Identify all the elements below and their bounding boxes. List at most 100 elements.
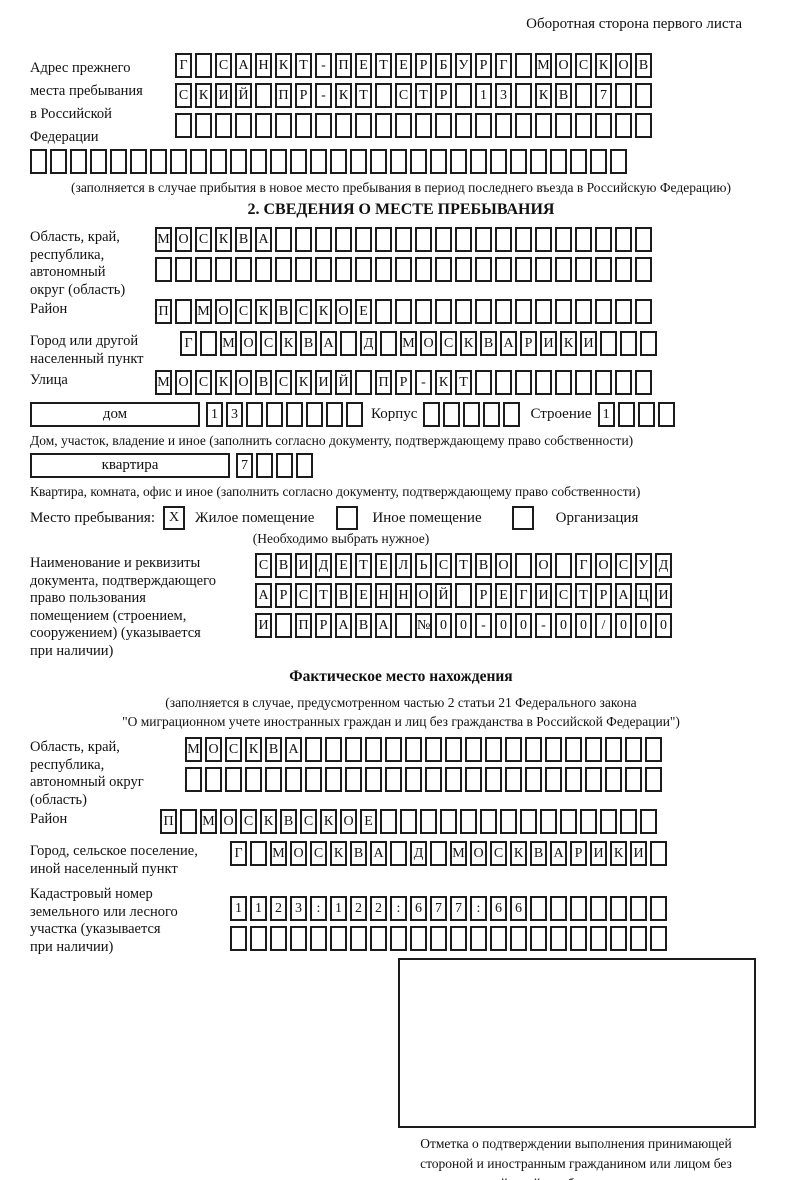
char-cell[interactable] bbox=[410, 149, 427, 174]
char-cell[interactable]: 0 bbox=[555, 613, 572, 638]
char-cell[interactable]: Р bbox=[275, 583, 292, 608]
char-cell[interactable] bbox=[250, 149, 267, 174]
char-cell[interactable]: Н bbox=[255, 53, 272, 78]
char-cell[interactable]: С bbox=[295, 299, 312, 324]
char-cell[interactable] bbox=[235, 257, 252, 282]
char-cell[interactable]: К bbox=[215, 227, 232, 252]
char-cell[interactable] bbox=[635, 227, 652, 252]
char-cell[interactable]: Д bbox=[655, 553, 672, 578]
char-cell[interactable]: 1 bbox=[475, 83, 492, 108]
char-cell[interactable]: В bbox=[355, 613, 372, 638]
char-cell[interactable]: 6 bbox=[510, 896, 527, 921]
char-cell[interactable]: - bbox=[315, 53, 332, 78]
char-cell[interactable]: М bbox=[155, 370, 172, 395]
char-cell[interactable] bbox=[350, 926, 367, 951]
char-cell[interactable] bbox=[275, 227, 292, 252]
char-cell[interactable]: А bbox=[370, 841, 387, 866]
char-cell[interactable] bbox=[250, 926, 267, 951]
char-cell[interactable]: - bbox=[535, 613, 552, 638]
char-cell[interactable]: М bbox=[535, 53, 552, 78]
char-cell[interactable] bbox=[503, 402, 521, 427]
char-cell[interactable]: И bbox=[295, 553, 312, 578]
char-cell[interactable] bbox=[640, 809, 657, 834]
char-cell[interactable] bbox=[470, 149, 487, 174]
char-cell[interactable]: К bbox=[280, 331, 297, 356]
char-cell[interactable]: : bbox=[470, 896, 487, 921]
char-cell[interactable] bbox=[375, 299, 392, 324]
char-cell[interactable] bbox=[460, 809, 477, 834]
char-cell[interactable] bbox=[230, 149, 247, 174]
char-cell[interactable] bbox=[530, 149, 547, 174]
char-cell[interactable] bbox=[430, 841, 447, 866]
char-cell[interactable] bbox=[510, 149, 527, 174]
char-cell[interactable] bbox=[530, 926, 547, 951]
char-cell[interactable] bbox=[595, 113, 612, 138]
char-cell[interactable]: М bbox=[200, 809, 217, 834]
char-cell[interactable] bbox=[500, 809, 517, 834]
char-cell[interactable] bbox=[515, 113, 532, 138]
char-cell[interactable] bbox=[615, 113, 632, 138]
char-cell[interactable] bbox=[390, 926, 407, 951]
char-cell[interactable]: Р bbox=[570, 841, 587, 866]
char-cell[interactable] bbox=[305, 737, 322, 762]
char-cell[interactable]: Й bbox=[235, 83, 252, 108]
char-cell[interactable] bbox=[463, 402, 481, 427]
char-cell[interactable]: 0 bbox=[455, 613, 472, 638]
char-cell[interactable]: Д bbox=[360, 331, 377, 356]
char-cell[interactable]: С bbox=[440, 331, 457, 356]
char-cell[interactable]: К bbox=[435, 370, 452, 395]
char-cell[interactable] bbox=[605, 737, 622, 762]
char-cell[interactable] bbox=[30, 149, 47, 174]
char-cell[interactable] bbox=[270, 149, 287, 174]
char-cell[interactable]: Е bbox=[355, 299, 372, 324]
char-cell[interactable] bbox=[375, 113, 392, 138]
char-cell[interactable]: В bbox=[480, 331, 497, 356]
char-cell[interactable]: С bbox=[395, 83, 412, 108]
char-cell[interactable]: О bbox=[175, 227, 192, 252]
char-cell[interactable] bbox=[560, 809, 577, 834]
char-cell[interactable] bbox=[345, 767, 362, 792]
char-cell[interactable] bbox=[325, 737, 342, 762]
char-cell[interactable] bbox=[575, 83, 592, 108]
char-cell[interactable]: В bbox=[275, 553, 292, 578]
char-cell[interactable]: Т bbox=[455, 370, 472, 395]
char-cell[interactable]: Ь bbox=[415, 553, 432, 578]
char-cell[interactable] bbox=[355, 370, 372, 395]
char-cell[interactable] bbox=[650, 896, 667, 921]
char-cell[interactable] bbox=[305, 767, 322, 792]
char-cell[interactable]: А bbox=[615, 583, 632, 608]
char-cell[interactable] bbox=[450, 149, 467, 174]
char-cell[interactable]: Г bbox=[575, 553, 592, 578]
char-cell[interactable] bbox=[325, 767, 342, 792]
char-cell[interactable]: О bbox=[420, 331, 437, 356]
char-cell[interactable]: Л bbox=[395, 553, 412, 578]
char-cell[interactable] bbox=[255, 257, 272, 282]
char-cell[interactable]: В bbox=[335, 583, 352, 608]
char-cell[interactable] bbox=[635, 113, 652, 138]
char-cell[interactable] bbox=[483, 402, 501, 427]
char-cell[interactable]: К bbox=[330, 841, 347, 866]
char-cell[interactable]: 1 bbox=[330, 896, 347, 921]
char-cell[interactable] bbox=[650, 841, 667, 866]
char-cell[interactable] bbox=[255, 83, 272, 108]
char-cell[interactable] bbox=[580, 809, 597, 834]
char-cell[interactable]: 6 bbox=[490, 896, 507, 921]
char-cell[interactable]: А bbox=[255, 227, 272, 252]
char-cell[interactable]: В bbox=[475, 553, 492, 578]
char-cell[interactable] bbox=[610, 926, 627, 951]
char-cell[interactable]: О bbox=[535, 553, 552, 578]
char-cell[interactable]: Г bbox=[230, 841, 247, 866]
char-cell[interactable] bbox=[415, 227, 432, 252]
char-cell[interactable]: Д bbox=[315, 553, 332, 578]
char-cell[interactable] bbox=[335, 227, 352, 252]
char-cell[interactable] bbox=[550, 149, 567, 174]
char-cell[interactable]: К bbox=[460, 331, 477, 356]
char-cell[interactable]: С bbox=[195, 227, 212, 252]
char-cell[interactable] bbox=[590, 926, 607, 951]
char-cell[interactable] bbox=[600, 809, 617, 834]
char-cell[interactable]: С bbox=[235, 299, 252, 324]
char-cell[interactable] bbox=[480, 809, 497, 834]
char-cell[interactable] bbox=[645, 737, 662, 762]
char-cell[interactable]: Б bbox=[435, 53, 452, 78]
char-cell[interactable]: М bbox=[220, 331, 237, 356]
